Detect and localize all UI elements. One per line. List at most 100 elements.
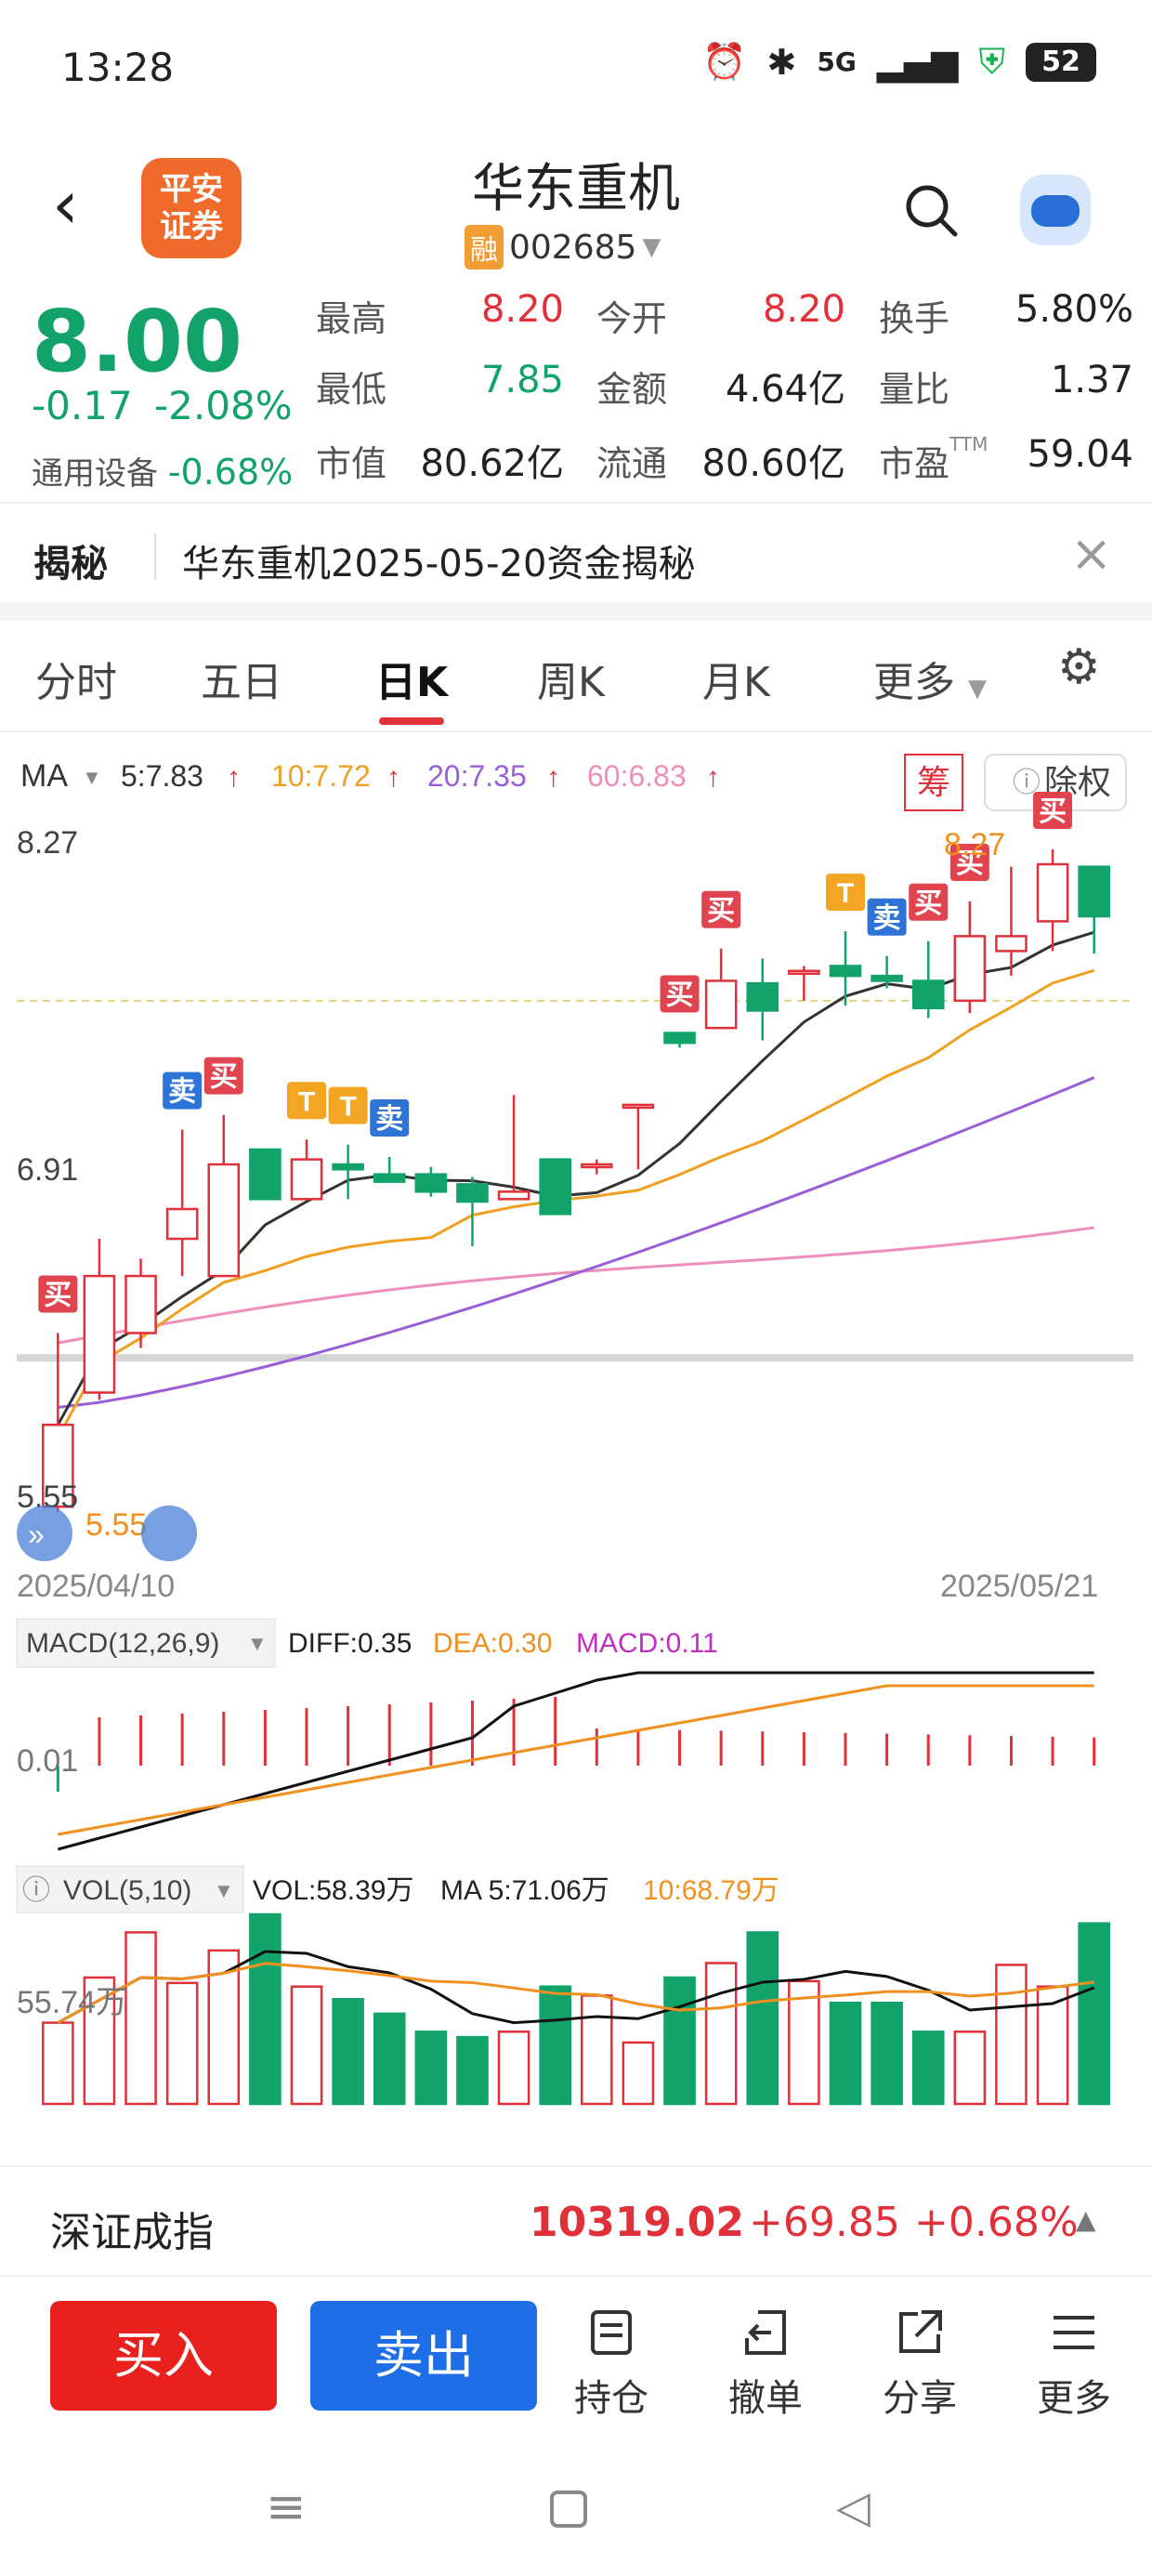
volume-bar <box>332 1998 364 2106</box>
sell-button[interactable]: 卖出 <box>310 2301 537 2411</box>
index-change: +69.85 <box>749 2199 900 2246</box>
share-label: 分享 <box>883 2377 957 2420</box>
system-nav-bar: ≡ ◁ <box>0 2453 1152 2556</box>
volume-plot <box>41 1912 1111 2106</box>
candle-body <box>1036 862 1069 923</box>
candle-body <box>290 1158 323 1201</box>
candle-body <box>414 1173 448 1193</box>
status-bar: 13:28 ⏰ ✱ 5G ▂▄▆ ⛨ 52 <box>0 0 1152 139</box>
macd-selector[interactable] <box>16 1618 276 1668</box>
stat-label: 今开 <box>596 298 668 339</box>
ma60-line <box>58 1226 1094 1345</box>
robot-icon[interactable] <box>1020 175 1091 245</box>
stat-label: 量比 <box>879 369 950 410</box>
vol-selector[interactable] <box>16 1865 244 1913</box>
chip-button[interactable] <box>904 754 963 811</box>
signal-badge <box>38 1275 78 1313</box>
y-label-mid: 6.91 <box>17 1152 78 1188</box>
stat-label: 市值 <box>316 443 387 484</box>
end-date: 2025/05/21 <box>940 1569 1098 1604</box>
buy-button[interactable]: 买入 <box>50 2301 277 2411</box>
ma-label[interactable]: MA <box>20 758 68 794</box>
tab-more[interactable]: 更多 ▼ <box>873 649 987 708</box>
position-button[interactable]: 持仓 <box>556 2307 667 2422</box>
tab-monthly-k[interactable]: 月K <box>702 659 770 706</box>
caret-down-icon[interactable]: ▼ <box>82 766 102 789</box>
tab-weekly-k[interactable]: 周K <box>537 659 605 706</box>
trade-actions: 买入 卖出 持仓 撤单 分享 更多 <box>0 2279 1152 2427</box>
info-icon: ⓘ <box>22 1875 50 1906</box>
vol-value: VOL:58.39万 <box>253 1875 413 1906</box>
expand-left-icon[interactable] <box>17 1505 72 1561</box>
signal-badge <box>826 874 865 912</box>
index-ticker[interactable]: 深证成指 10319.02 +69.85 +0.68% ▲ <box>0 2165 1152 2277</box>
more-label: 更多 <box>1037 2377 1111 2420</box>
volume-bar <box>746 1931 779 2106</box>
volume-bar <box>953 2031 987 2106</box>
volume-bar <box>373 2012 406 2106</box>
signal-label: 买 <box>44 1280 72 1310</box>
vol-axis-label: 55.74万 <box>17 1985 127 2020</box>
volume-bar <box>829 2001 862 2106</box>
signal-label: 5G <box>817 46 857 77</box>
share-button[interactable]: 分享 <box>864 2307 975 2422</box>
stat-value: 4.64亿 <box>725 368 845 411</box>
recent-apps-icon[interactable]: ≡ <box>266 2479 307 2535</box>
candle-body <box>83 1274 116 1394</box>
volume-bar <box>1078 1922 1111 2106</box>
volume-bar <box>165 1981 199 2106</box>
fullscreen-icon[interactable] <box>141 1505 197 1561</box>
divider <box>0 730 1152 732</box>
candle-body <box>788 969 820 976</box>
signal-badge <box>163 1071 203 1110</box>
back-icon[interactable]: ◁ <box>836 2481 871 2533</box>
index-change-pct: +0.68% <box>914 2199 1079 2246</box>
share-icon <box>899 2310 942 2353</box>
volume-bar <box>1036 1985 1069 2106</box>
sector-row[interactable]: 通用设备 -0.68% <box>32 448 293 493</box>
signal-label: 买 <box>707 896 735 927</box>
volume-bar <box>663 1976 696 2106</box>
dea-value: DEA:0.30 <box>433 1628 552 1659</box>
stat-value: 1.37 <box>1050 359 1133 401</box>
kline-chart[interactable]: MA ▼ 5:7.83 ↑ 10:7.72 ↑ 20:7.35 ↑ 60:6.8… <box>0 734 1152 2147</box>
chevron-left-icon[interactable]: ‹ <box>52 165 79 243</box>
tab-more-label: 更多 <box>873 659 955 706</box>
gear-icon[interactable]: ⚙ <box>1057 639 1101 695</box>
signal-label: 买 <box>956 848 984 879</box>
signal-badge <box>949 844 989 882</box>
volume-bar <box>788 1979 820 2106</box>
signal-badge <box>328 1086 368 1124</box>
close-icon[interactable]: × <box>1070 524 1113 583</box>
stock-code-row[interactable]: 融 002685 ▼ <box>465 225 661 269</box>
home-icon[interactable] <box>550 2491 587 2528</box>
volume-bar <box>41 2021 74 2106</box>
volume-bar <box>456 2035 489 2106</box>
tab-intraday[interactable]: 分时 <box>35 659 117 706</box>
tab-five-day[interactable]: 五日 <box>201 659 282 706</box>
candle-body <box>622 1103 655 1110</box>
quote-panel: 8.00 -0.17 -2.08% 通用设备 -0.68% 最高 8.20 今开 8.… <box>0 281 1152 504</box>
ma20-line <box>58 1076 1095 1410</box>
more-button[interactable]: 更多 <box>1018 2307 1130 2422</box>
shield-icon: ⛨ <box>978 41 1005 82</box>
volume-bar <box>414 2031 448 2106</box>
stat-value: 8.20 <box>480 288 564 331</box>
reveal-bar[interactable]: 揭秘 华东重机2025-05-20资金揭秘 × <box>0 513 1152 598</box>
high-marker: 8.27 <box>944 827 1005 862</box>
candle-body <box>456 1183 489 1203</box>
caret-down-icon: ▼ <box>968 675 987 703</box>
caret-up-icon[interactable]: ▲ <box>1076 2204 1096 2235</box>
candle-body <box>580 1163 613 1169</box>
signal-label: 买 <box>210 1062 238 1093</box>
menu-icon <box>1054 2316 1094 2349</box>
volume-bar <box>704 1962 738 2106</box>
volume-bar <box>911 2031 945 2106</box>
tab-daily-k[interactable]: 日K <box>375 659 449 706</box>
reveal-divider <box>154 533 156 580</box>
stat-label: 流通 <box>596 443 668 484</box>
alarm-icon: ⏰ <box>702 41 747 82</box>
search-icon[interactable] <box>901 180 961 240</box>
reveal-label: 揭秘 <box>33 543 108 585</box>
cancel-order-button[interactable]: 撤单 <box>710 2307 821 2422</box>
